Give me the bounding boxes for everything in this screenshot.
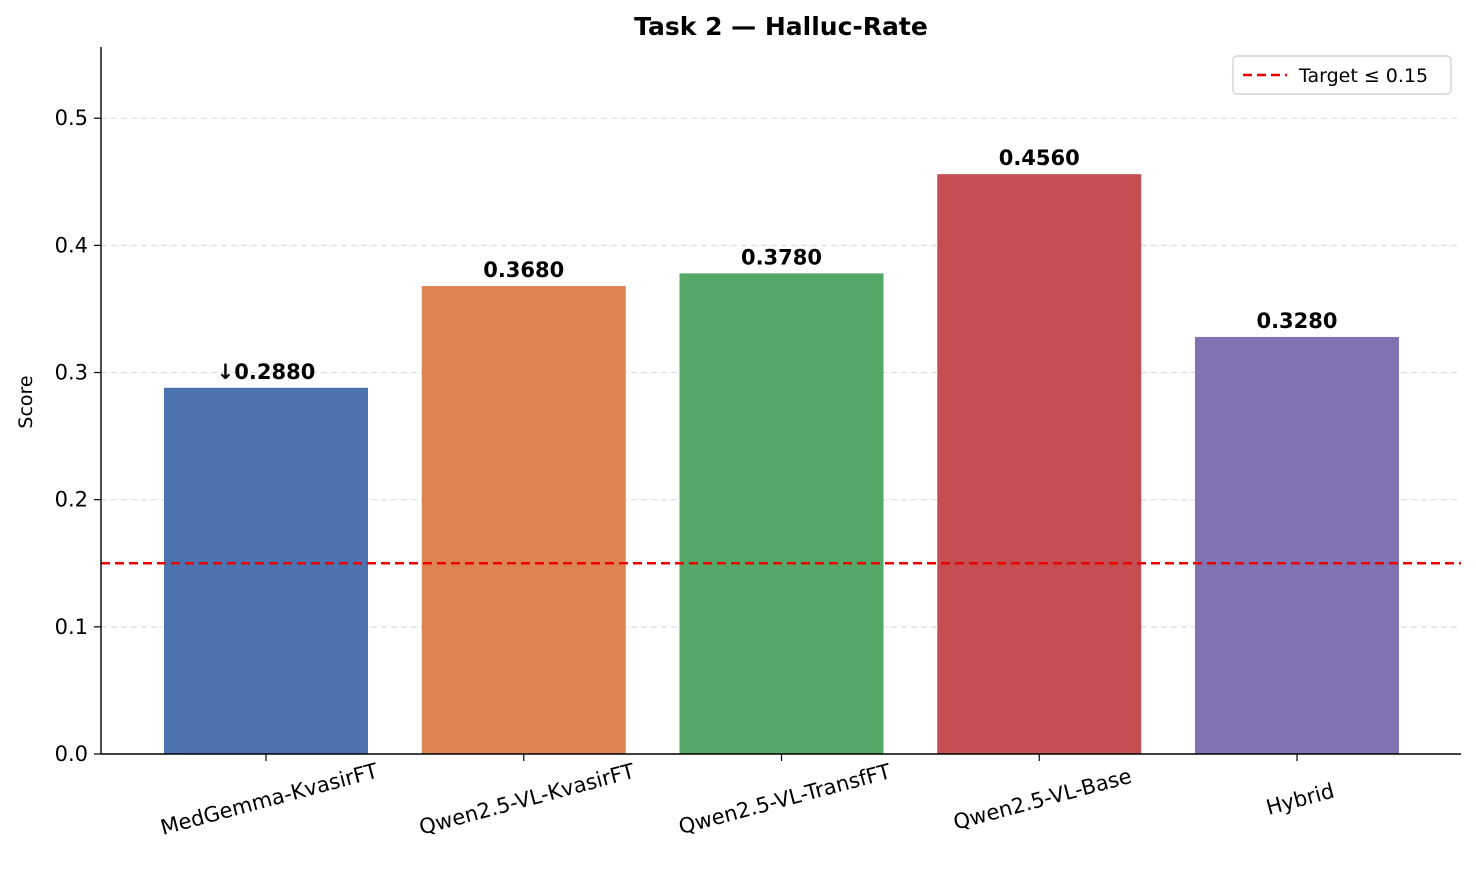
- bar: [679, 273, 884, 754]
- y-ticks: 0.0 0.1 0.2 0.3 0.4 0.5: [55, 106, 101, 766]
- bar: [1195, 336, 1399, 754]
- x-tick-label: MedGemma-KvasirFT: [158, 759, 381, 840]
- y-tick-label: 0.2: [55, 488, 88, 512]
- x-tick-label: Hybrid: [1264, 779, 1337, 820]
- value-label: ↓0.2880: [217, 360, 316, 384]
- y-tick-label: 0.3: [55, 361, 88, 385]
- x-ticks: MedGemma-KvasirFT Qwen2.5-VL-KvasirFT Qwen…: [158, 754, 1337, 840]
- legend-label: Target ≤ 0.15: [1298, 65, 1428, 87]
- bars: [164, 174, 1399, 755]
- x-tick-label: Qwen2.5-VL-TransfFT: [676, 759, 893, 839]
- bar: [937, 174, 1142, 755]
- y-tick-label: 0.1: [55, 615, 88, 639]
- x-tick-label: Qwen2.5-VL-Base: [951, 764, 1134, 835]
- value-labels: ↓0.2880 0.3680 0.3780 0.4560 0.3280: [217, 146, 1338, 384]
- y-axis-label: Score: [15, 375, 37, 428]
- bar: [421, 286, 626, 754]
- legend: Target ≤ 0.15: [1232, 55, 1452, 95]
- value-label: 0.3280: [1256, 309, 1337, 333]
- value-label: 0.4560: [999, 146, 1080, 170]
- y-tick-label: 0.0: [55, 742, 88, 766]
- y-tick-label: 0.5: [55, 106, 88, 130]
- y-tick-label: 0.4: [55, 233, 88, 257]
- chart-title: Task 2 — Halluc-Rate: [634, 12, 928, 41]
- value-label: 0.3780: [741, 245, 822, 269]
- x-tick-label: Qwen2.5-VL-KvasirFT: [417, 759, 638, 840]
- value-label: 0.3680: [483, 258, 564, 282]
- bar: [164, 387, 368, 754]
- legend-box: [1232, 55, 1452, 95]
